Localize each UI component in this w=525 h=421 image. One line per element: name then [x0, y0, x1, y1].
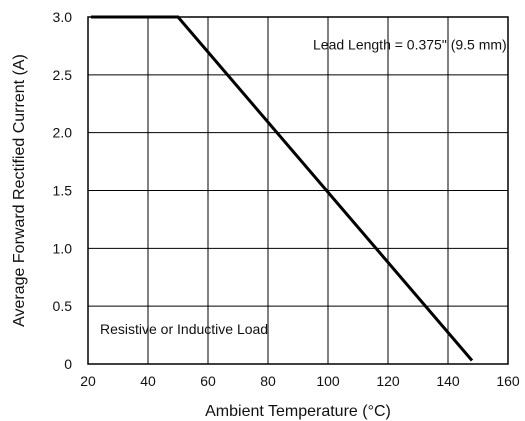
x-tick-label: 20	[80, 373, 96, 389]
plot-frame	[87, 16, 509, 365]
x-tick-labels: 20 40 60 80 100 120 140 160	[80, 373, 520, 389]
y-tick-label: 1.0	[53, 240, 73, 256]
x-axis-label: Ambient Temperature (°C)	[205, 403, 391, 420]
x-tick-label: 80	[260, 373, 276, 389]
y-tick-label: 2.0	[53, 125, 73, 141]
y-tick-label: 0.5	[53, 298, 73, 314]
x-tick-label: 100	[316, 373, 340, 389]
y-tick-labels: 0 0.5 1.0 1.5 2.0 2.5 3.0	[53, 9, 73, 372]
grid-layer	[88, 17, 508, 364]
annotation-0: Lead Length = 0.375" (9.5 mm)	[313, 36, 507, 52]
series-layer	[91, 15, 474, 362]
x-tick-label: 140	[436, 373, 460, 389]
annotation-1: Resistive or Inductive Load	[100, 321, 268, 337]
y-axis-label: Average Forward Rectified Current (A)	[11, 54, 28, 327]
series-line-0	[91, 15, 474, 362]
y-tick-label: 1.5	[53, 183, 73, 199]
y-tick-label: 0	[64, 356, 72, 372]
y-tick-label: 2.5	[53, 67, 73, 83]
x-tick-label: 40	[140, 373, 156, 389]
x-tick-label: 60	[200, 373, 216, 389]
annotation-layer: Lead Length = 0.375" (9.5 mm) Resistive o…	[100, 36, 507, 337]
x-tick-label: 160	[496, 373, 520, 389]
x-tick-label: 120	[376, 373, 400, 389]
y-tick-label: 3.0	[53, 9, 73, 25]
